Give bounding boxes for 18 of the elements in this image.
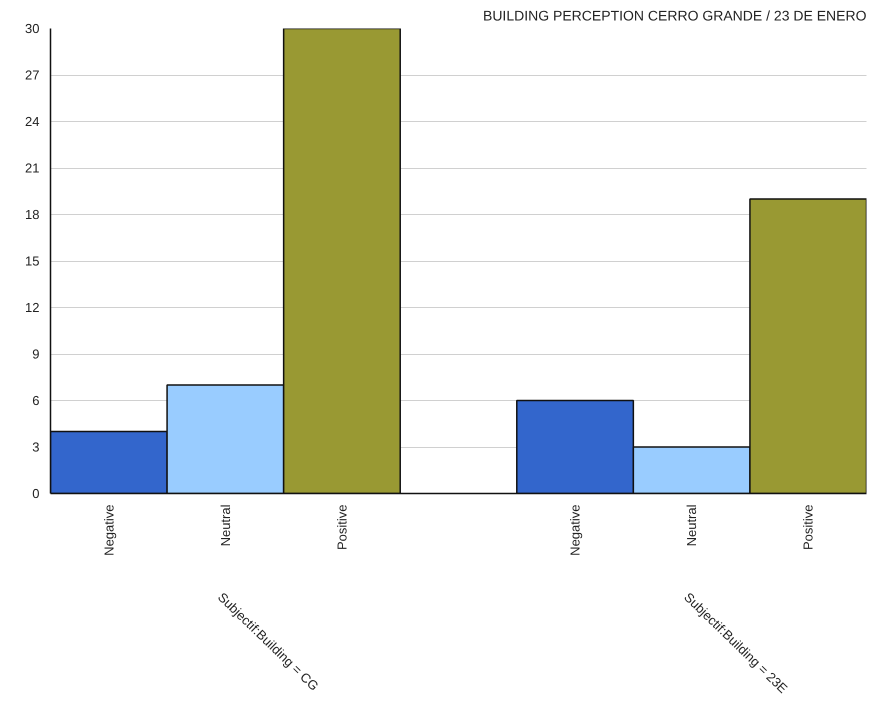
y-tick-label: 27 <box>25 68 40 82</box>
y-tick-label: 30 <box>25 21 40 36</box>
y-tick-label: 21 <box>25 160 40 176</box>
x-tick-label: Positive <box>334 504 350 550</box>
y-tick-label: 24 <box>25 114 40 129</box>
y-tick-label: 12 <box>25 300 40 315</box>
y-tick-label: 3 <box>32 440 40 454</box>
x-tick-label: Negative <box>101 504 116 556</box>
x-tick-label: Neutral <box>684 504 700 546</box>
x-tick-label: Neutral <box>218 504 233 546</box>
y-tick-label: 9 <box>32 346 40 362</box>
x-tick-label: Positive <box>800 504 816 550</box>
y-tick-label: 6 <box>32 393 40 408</box>
y-tick-label: 18 <box>25 207 40 222</box>
chart-title: BUILDING PERCEPTION CERRO GRANDE / 23 DE ENERO <box>482 8 867 24</box>
y-tick-label: 0 <box>32 486 40 501</box>
y-tick-label: 15 <box>25 254 40 268</box>
x-tick-label: Negative <box>568 504 583 556</box>
